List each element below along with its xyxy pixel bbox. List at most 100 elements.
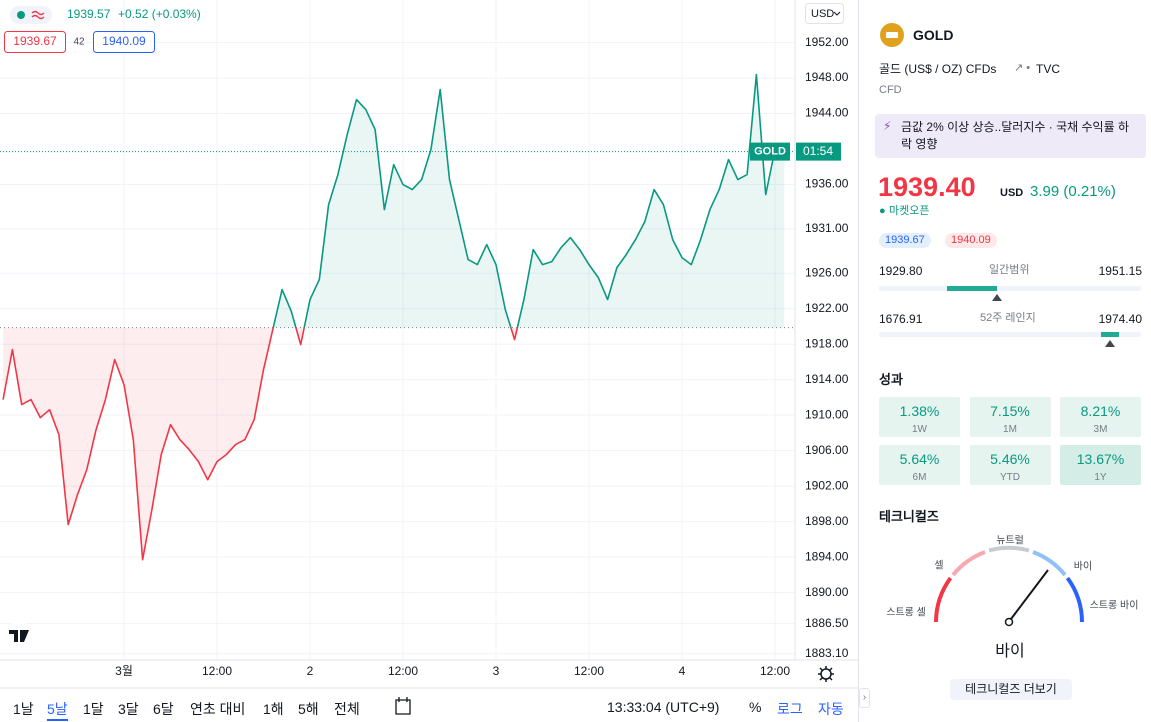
performance-cell[interactable]: 1.38% 1W xyxy=(879,397,960,437)
y-tick-label: 1944.00 xyxy=(805,106,849,120)
y-tick-label: 1918.00 xyxy=(805,336,849,350)
kind: CFD xyxy=(879,84,902,96)
performance-cell[interactable]: 8.21% 3M xyxy=(1060,397,1141,437)
y-tick-label: 1890.00 xyxy=(805,585,849,599)
description[interactable]: 골드 (US$ / OZ) CFDs xyxy=(879,62,997,76)
w52-fill xyxy=(1101,332,1120,337)
symbol[interactable]: GOLD xyxy=(913,27,954,43)
day-low: 1929.80 xyxy=(879,264,923,278)
gauge-label-neutral: 뉴트럴 xyxy=(996,534,1024,547)
gauge-buy xyxy=(1032,550,1067,577)
w52-high: 1974.40 xyxy=(1098,312,1142,326)
settings-icon[interactable] xyxy=(820,668,832,680)
chart: 1952.00 1948.00 1944.00 1936.00 1931.00 1926.… xyxy=(0,0,858,715)
more-technicals-button[interactable]: 테크니컬즈 더보기 xyxy=(950,679,1072,700)
y-tick-label: 1910.00 xyxy=(805,407,849,421)
range-button[interactable]: 연초 대비 xyxy=(190,701,246,717)
w52-marker xyxy=(1105,340,1116,347)
status-pill[interactable] xyxy=(10,6,52,24)
performance-cell[interactable]: 13.67% 1Y xyxy=(1060,445,1141,485)
date-range-icon[interactable] xyxy=(395,697,411,715)
currency-dropdown[interactable] xyxy=(805,3,844,24)
performance-period: 1W xyxy=(912,424,927,435)
buy-price[interactable]: 1940.09 xyxy=(102,34,146,48)
x-tick-label: 12:00 xyxy=(388,664,418,678)
bid-badge: 1939.67 xyxy=(879,233,931,248)
w52-title: 52주 레인지 xyxy=(980,312,1036,324)
range-button[interactable]: 5해 xyxy=(298,701,319,717)
performance-cell[interactable]: 5.64% 6M xyxy=(879,445,960,485)
news-headline[interactable]: 금값 2% 이상 상승..달러지수 · 국채 수익률 하락 영향 xyxy=(901,120,1129,151)
day-range-marker xyxy=(991,294,1002,301)
day-range-title: 일간범위 xyxy=(989,264,1030,276)
exchange[interactable]: TVC xyxy=(1036,62,1060,76)
panel-toggle[interactable]: › xyxy=(859,688,870,708)
range-button[interactable]: 5날 xyxy=(47,699,68,721)
sell-price[interactable]: 1939.67 xyxy=(13,34,57,48)
price: 1939.40 xyxy=(878,172,976,202)
y-tick-label: 1936.00 xyxy=(805,177,849,191)
y-tick-label: 1906.00 xyxy=(805,443,849,457)
x-tick-label: 12:00 xyxy=(574,664,604,678)
x-tick-label: 3 xyxy=(493,664,500,678)
y-tick-label: 1898.00 xyxy=(805,514,849,528)
clock: 13:33:04 (UTC+9) xyxy=(607,699,720,715)
gauge-strong-buy xyxy=(1065,576,1084,623)
w52-track xyxy=(879,332,1141,337)
day-range-track xyxy=(879,286,1141,291)
delay-icon xyxy=(31,10,45,20)
percent-toggle[interactable]: % xyxy=(749,699,762,715)
range-button[interactable]: 1날 xyxy=(13,701,34,717)
y-tick-label: 1914.00 xyxy=(805,372,849,386)
range-button[interactable]: 1달 xyxy=(83,701,104,717)
day-range-fill xyxy=(947,286,997,291)
sell-button[interactable] xyxy=(4,31,66,53)
symbol-panel: GOLD 골드 (US$ / OZ) CFDs ↗ • TVC CFD ⚡ 금값… xyxy=(858,0,1151,722)
buy-button[interactable] xyxy=(93,31,155,53)
performance-period: 1M xyxy=(1003,424,1017,435)
range-button[interactable]: 1해 xyxy=(263,701,284,717)
countdown-bg xyxy=(796,142,841,161)
range-button[interactable]: 전체 xyxy=(334,701,360,717)
y-tick-label: 1948.00 xyxy=(805,70,849,84)
spread: 42 xyxy=(73,37,85,48)
range-button[interactable]: 6달 xyxy=(153,701,174,717)
settings-icon-teeth xyxy=(818,666,834,682)
y-tick-label: 1886.50 xyxy=(805,616,849,630)
y-tick-label: 1931.00 xyxy=(805,221,849,235)
auto-toggle[interactable]: 자동 xyxy=(818,701,844,717)
area xyxy=(3,74,785,560)
performance-value: 5.46% xyxy=(990,451,1030,467)
ask-badge: 1940.09 xyxy=(945,233,997,248)
last-price-symbol: GOLD xyxy=(754,146,786,158)
symbol-icon-bar xyxy=(886,32,898,38)
gauge-label-sell: 셀 xyxy=(934,560,943,572)
performance-period: 1Y xyxy=(1094,472,1107,483)
news-box[interactable] xyxy=(875,114,1146,158)
last-price-label-bg xyxy=(750,142,790,161)
market-status: 마켓오픈 xyxy=(889,205,930,217)
status-dot xyxy=(17,11,25,19)
performance-cell[interactable]: 5.46% YTD xyxy=(969,445,1051,485)
technicals-gauge: 셀 뉴트럴 바이 스트롱 셀 스트롱 바이 바이 xyxy=(886,534,1139,661)
currency[interactable]: USD xyxy=(811,8,834,20)
legend-change: +0.52 (+0.03%) xyxy=(118,7,201,21)
performance-period: 3M xyxy=(1093,424,1108,435)
log-toggle[interactable]: 로그 xyxy=(777,701,803,717)
w52-low: 1676.91 xyxy=(879,312,923,326)
performance-value: 5.64% xyxy=(899,451,940,467)
performance-value: 8.21% xyxy=(1080,403,1121,419)
news-icon: ⚡ xyxy=(883,119,892,133)
y-tick-label: 1894.00 xyxy=(805,549,849,563)
range-button[interactable]: 3달 xyxy=(118,701,139,717)
y-tick-label: 1883.10 xyxy=(805,646,849,660)
performance-cell[interactable]: 7.15% 1M xyxy=(969,397,1051,437)
gauge-neutral xyxy=(988,545,1030,553)
gauge-sell xyxy=(951,550,986,577)
tv-logo xyxy=(4,622,34,650)
performance-title: 성과 xyxy=(879,372,903,387)
gauge-label-strong-buy: 스트롱 바이 xyxy=(1090,600,1139,612)
performance-period: YTD xyxy=(1000,472,1020,483)
performance-value: 7.15% xyxy=(990,403,1030,419)
